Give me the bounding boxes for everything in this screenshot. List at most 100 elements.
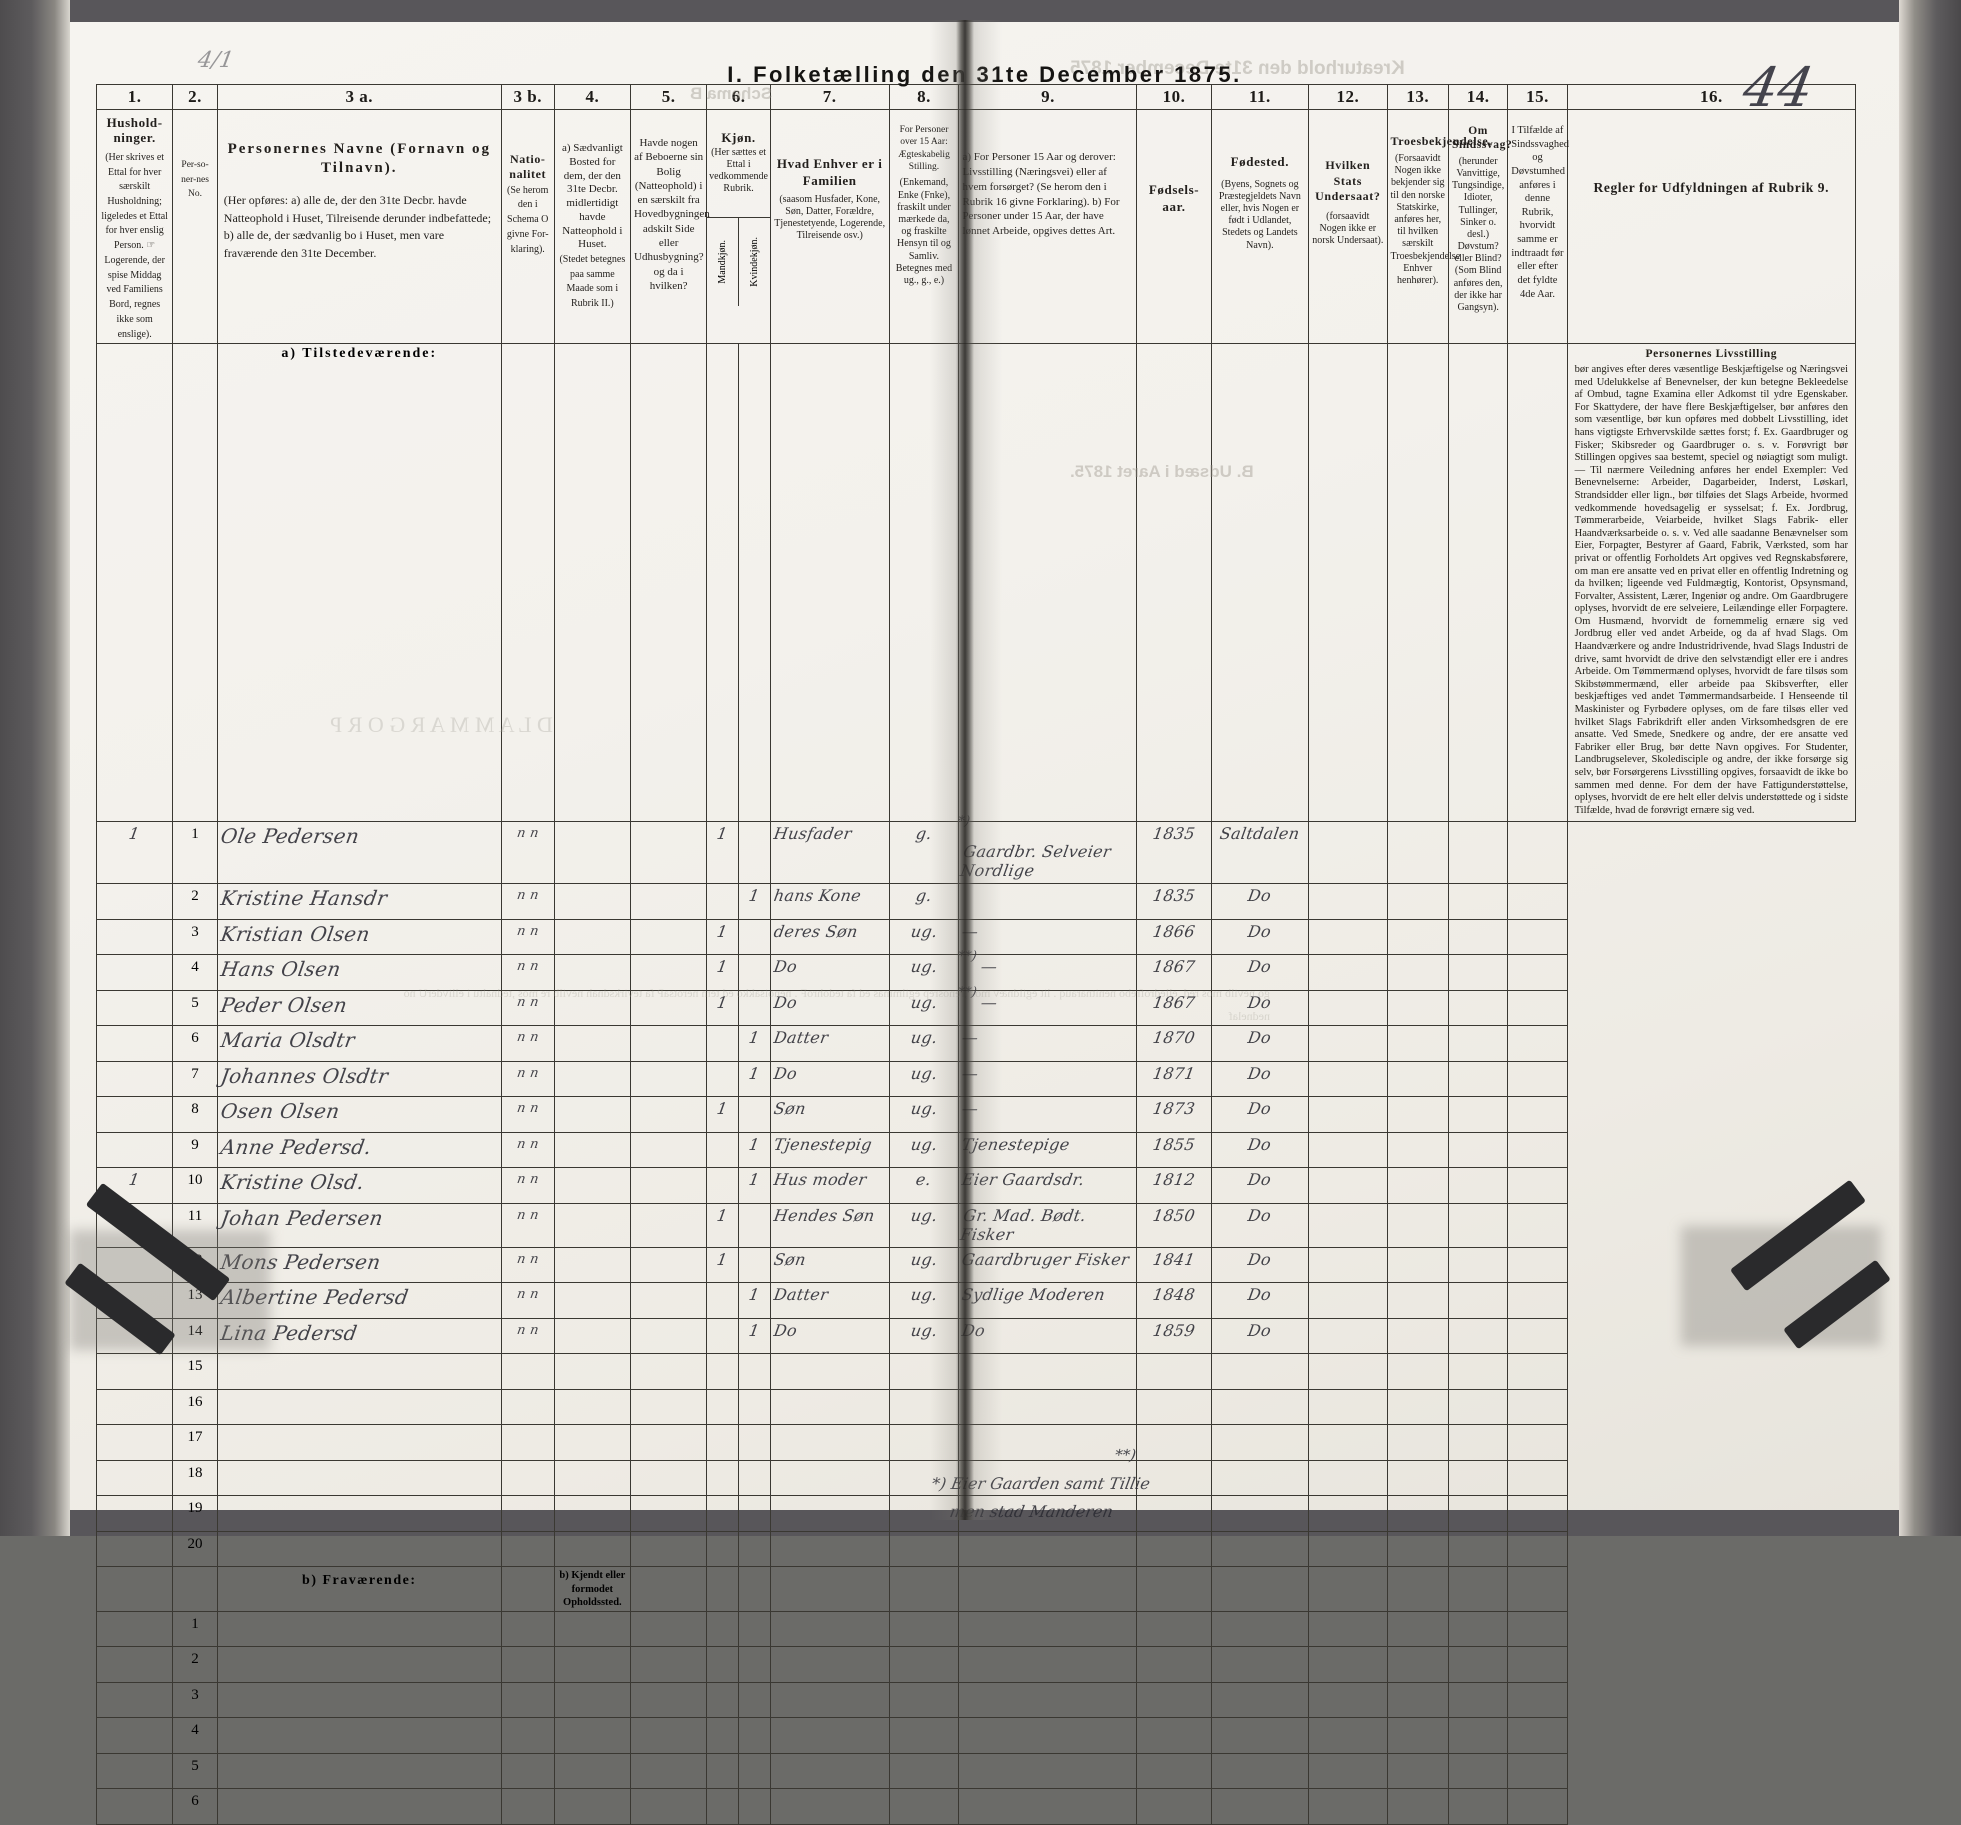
cell-birth-year[interactable]: 1835 [1136,883,1212,920]
cell-usual-residence[interactable] [553,1681,632,1719]
cell-sex-male[interactable] [706,883,740,920]
cell-marital[interactable] [888,1353,960,1390]
cell-birth-year[interactable] [1136,1646,1212,1683]
cell-marital[interactable] [888,1424,960,1461]
cell-sex-male[interactable] [706,1388,740,1426]
cell-name[interactable] [216,1495,502,1532]
cell-onset[interactable] [1507,1495,1568,1532]
cell-person-no[interactable]: 15 [172,1353,218,1390]
table-row[interactable]: 9 Anne Pedersd. n n 1 Tjenestepig ug. Tjeneste… [95,1131,1856,1169]
cell-usual-residence[interactable] [553,1788,632,1825]
cell-nationality[interactable]: n n [500,1060,555,1098]
cell-person-no[interactable]: 14 [172,1317,218,1355]
cell-religion[interactable] [1386,918,1449,956]
cell-occupation[interactable] [958,1646,1138,1683]
cell-family-role[interactable]: Do [769,989,890,1027]
cell-sex-male[interactable]: 1 [706,1246,740,1284]
cell-birth-year[interactable]: 1850 [1136,1202,1212,1248]
cell-occupation[interactable] [958,1530,1138,1568]
cell-nationality[interactable]: n n [500,918,555,956]
cell-family-role[interactable]: Søn [769,1096,890,1133]
cell-name[interactable]: Kristine Olsd. [216,1167,502,1204]
table-row[interactable]: 11 Johan Pedersen n n 1 Hendes Søn ug. Gr. Mad… [95,1202,1856,1248]
cell-birth-year[interactable]: 1859 [1136,1317,1212,1355]
cell-household[interactable] [95,1788,174,1825]
cell-mental[interactable] [1447,1167,1509,1204]
cell-name[interactable]: Peder Olsen [216,989,502,1027]
cell-household[interactable] [95,1025,174,1062]
cell-person-no[interactable]: 20 [172,1530,218,1568]
cell-birthplace[interactable] [1210,1388,1310,1426]
cell-birth-year[interactable]: 1873 [1136,1096,1212,1133]
cell-marital[interactable]: g. [888,883,960,920]
cell-citizenship[interactable] [1308,1202,1388,1248]
cell-sex-male[interactable]: 1 [706,821,740,885]
cell-separate-building[interactable] [629,1317,708,1355]
cell-household[interactable] [95,1353,174,1390]
cell-nationality[interactable] [500,1530,555,1568]
cell-onset[interactable] [1507,989,1568,1027]
cell-mental[interactable] [1447,1246,1509,1284]
cell-birthplace[interactable] [1210,1353,1310,1390]
cell-onset[interactable] [1507,1646,1568,1683]
cell-onset[interactable] [1507,1752,1568,1790]
cell-marital[interactable]: ug. [888,1096,960,1133]
cell-nationality[interactable] [500,1459,555,1497]
cell-occupation[interactable] [958,883,1138,920]
cell-birthplace[interactable]: Do [1210,954,1310,991]
cell-person-no[interactable]: 6 [172,1788,218,1825]
cell-birth-year[interactable]: 1867 [1136,989,1212,1027]
table-row[interactable]: 3 [95,1681,1856,1719]
cell-nationality[interactable] [500,1717,555,1754]
cell-separate-building[interactable] [629,1681,708,1719]
cell-onset[interactable] [1507,1788,1568,1825]
table-row[interactable]: 1 10 Kristine Olsd. n n 1 Hus moder e. Eier Gaa… [95,1167,1856,1204]
cell-mental[interactable] [1447,1131,1509,1169]
cell-mental[interactable] [1447,1530,1509,1568]
cell-separate-building[interactable] [629,1388,708,1426]
cell-person-no[interactable]: 2 [172,1646,218,1683]
cell-separate-building[interactable] [629,1788,708,1825]
cell-birthplace[interactable]: Do [1210,1025,1310,1062]
cell-sex-male[interactable] [706,1282,740,1319]
cell-marital[interactable] [888,1717,960,1754]
cell-nationality[interactable] [500,1424,555,1461]
cell-birthplace[interactable]: Do [1210,1167,1310,1204]
cell-family-role[interactable] [769,1353,890,1390]
cell-usual-residence[interactable] [553,1388,632,1426]
table-row[interactable]: 15 [95,1353,1856,1390]
cell-person-no[interactable]: 18 [172,1459,218,1497]
cell-marital[interactable]: ug. [888,1202,960,1248]
cell-birthplace[interactable]: Do [1210,1096,1310,1133]
cell-usual-residence[interactable] [553,1717,632,1754]
cell-separate-building[interactable] [629,1096,708,1133]
cell-household[interactable] [95,1646,174,1683]
cell-marital[interactable]: ug. [888,989,960,1027]
cell-citizenship[interactable] [1308,883,1388,920]
cell-religion[interactable] [1386,1096,1449,1133]
cell-nationality[interactable]: n n [500,989,555,1027]
cell-person-no[interactable]: 16 [172,1388,218,1426]
cell-name[interactable] [216,1388,502,1426]
cell-citizenship[interactable] [1308,1752,1388,1790]
cell-birthplace[interactable]: Do [1210,918,1310,956]
cell-usual-residence[interactable] [553,1353,632,1390]
cell-birthplace[interactable] [1210,1495,1310,1532]
cell-mental[interactable] [1447,1717,1509,1754]
cell-usual-residence[interactable] [553,989,632,1027]
cell-birth-year[interactable]: 1866 [1136,918,1212,956]
cell-separate-building[interactable] [629,1167,708,1204]
cell-separate-building[interactable] [629,1717,708,1754]
cell-nationality[interactable]: n n [500,1131,555,1169]
cell-nationality[interactable]: n n [500,1317,555,1355]
cell-person-no[interactable]: 17 [172,1424,218,1461]
cell-religion[interactable] [1386,1388,1449,1426]
cell-religion[interactable] [1386,1025,1449,1062]
cell-occupation[interactable]: — [958,918,1138,956]
cell-sex-male[interactable] [706,1752,740,1790]
cell-sex-female[interactable]: 1 [738,1060,771,1098]
cell-occupation[interactable]: *)Gaardbr. Selveier Nordlige [957,814,1138,885]
cell-family-role[interactable] [769,1717,890,1754]
table-row[interactable]: 2 [95,1646,1856,1683]
cell-sex-female[interactable] [738,989,771,1027]
